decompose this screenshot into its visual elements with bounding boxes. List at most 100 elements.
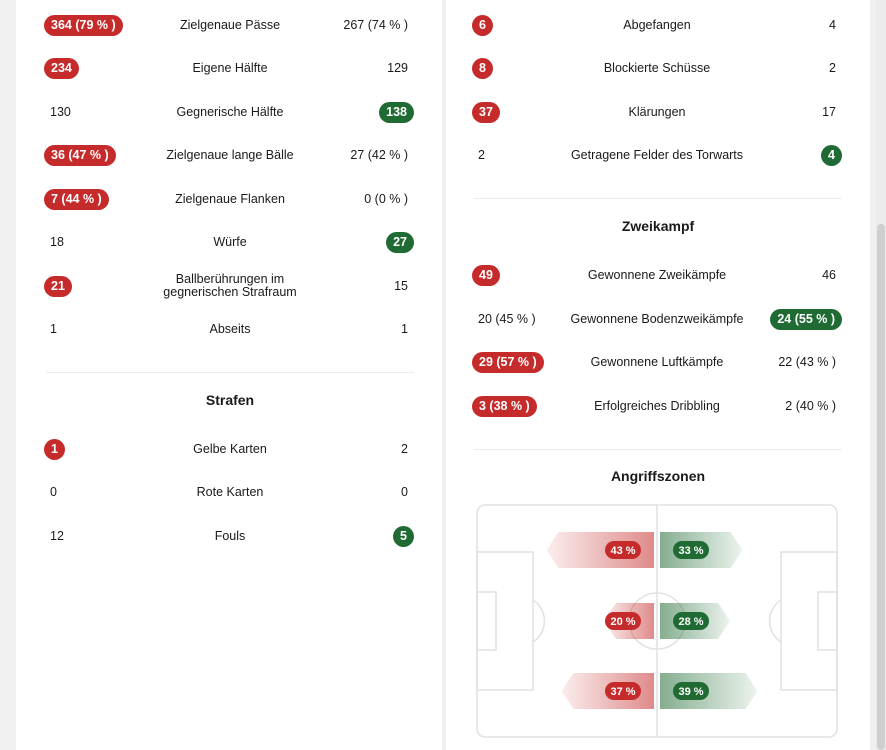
away-zone-label: 39 % bbox=[678, 686, 703, 698]
home-value: 1 bbox=[50, 322, 57, 336]
stat-label: Getragene Felder des Torwarts bbox=[570, 147, 744, 162]
home-value: 1 bbox=[44, 438, 65, 460]
stat-row: 37 Klärungen 17 bbox=[0, 97, 886, 127]
away-zone-label: 33 % bbox=[678, 545, 703, 557]
zweikampf-title: Zweikampf bbox=[621, 218, 695, 234]
home-value: 49 bbox=[472, 264, 500, 286]
scrollbar-thumb[interactable] bbox=[877, 224, 885, 750]
away-zone-label-badge bbox=[673, 682, 709, 700]
stat-row: 18 Würfe 27 bbox=[0, 227, 886, 257]
home-value: 37 bbox=[472, 101, 500, 123]
stat-label: Rote Karten bbox=[196, 484, 264, 499]
stat-row: 1 Gelbe Karten 2 bbox=[0, 434, 886, 464]
stat-label: Gelbe Karten bbox=[193, 441, 267, 456]
away-value: 27 (42 % ) bbox=[350, 148, 408, 162]
home-value: 3 (38 % ) bbox=[472, 395, 537, 417]
away-value: 17 bbox=[822, 105, 836, 119]
stat-label-line1: Ballberührungen im bbox=[175, 272, 285, 286]
home-value: 18 bbox=[50, 235, 64, 249]
attack-zones-pitch: 43 % 33 % 20 % 28 % 37 % 39 % bbox=[476, 504, 838, 738]
away-value: 22 (43 % ) bbox=[778, 355, 836, 369]
away-zone-label: 28 % bbox=[678, 616, 703, 628]
stat-row: 234 Eigene Hälfte 129 bbox=[0, 53, 886, 83]
away-zone-label-badge bbox=[673, 612, 709, 630]
away-value: 138 bbox=[379, 101, 414, 123]
away-value: 46 bbox=[822, 268, 836, 282]
stat-label: Fouls bbox=[214, 528, 246, 543]
home-value: 12 bbox=[50, 529, 64, 543]
home-value: 20 (45 % ) bbox=[478, 312, 536, 326]
right-stats-panel bbox=[446, 0, 870, 750]
away-value: 4 bbox=[829, 18, 836, 32]
away-value: 2 (40 % ) bbox=[785, 399, 836, 413]
home-value: 21 bbox=[44, 275, 72, 297]
away-value: 129 bbox=[387, 61, 408, 75]
away-value: 1 bbox=[401, 322, 408, 336]
stat-row: 130 Gegnerische Hälfte 138 bbox=[0, 97, 886, 127]
stat-row: 29 (57 % ) Gewonnene Luftkämpfe 22 (43 %… bbox=[0, 347, 886, 377]
home-value: 8 bbox=[472, 57, 493, 79]
home-value: 364 (79 % ) bbox=[44, 14, 123, 36]
home-zone-label-badge bbox=[605, 612, 641, 630]
scrollbar-track[interactable] bbox=[876, 0, 886, 750]
strafen-title: Strafen bbox=[205, 392, 255, 408]
stat-row: 20 (45 % ) Gewonnene Bodenzweikämpfe 24 … bbox=[0, 304, 886, 334]
home-value: 36 (47 % ) bbox=[44, 144, 116, 166]
stat-row: 2 Getragene Felder des Torwarts 4 bbox=[0, 140, 886, 170]
stat-row: 1 Abseits 1 bbox=[0, 314, 886, 344]
stat-label: Zielgenaue lange Bälle bbox=[166, 147, 294, 162]
stat-label: Eigene Hälfte bbox=[192, 60, 268, 75]
stat-row: 12 Fouls 5 bbox=[0, 521, 886, 551]
stat-row: 49 Gewonnene Zweikämpfe 46 bbox=[0, 260, 886, 290]
away-value: 5 bbox=[393, 525, 414, 547]
home-value: 0 bbox=[50, 485, 57, 499]
angriffszonen-title: Angriffszonen bbox=[610, 468, 706, 484]
stat-label: Abgefangen bbox=[623, 17, 691, 32]
section-divider bbox=[474, 449, 842, 450]
stat-label-line2: gegnerischen Strafraum bbox=[163, 285, 297, 299]
home-value: 7 (44 % ) bbox=[44, 188, 109, 210]
stat-row: 8 Blockierte Schüsse 2 bbox=[0, 53, 886, 83]
home-value: 234 bbox=[44, 57, 79, 79]
away-value: 267 (74 % ) bbox=[343, 18, 408, 32]
stat-row: 3 (38 % ) Erfolgreiches Dribbling 2 (40 … bbox=[0, 391, 886, 421]
stat-row: 7 (44 % ) Zielgenaue Flanken 0 (0 % ) bbox=[0, 184, 886, 214]
away-zone-label-badge bbox=[673, 541, 709, 559]
home-value: 6 bbox=[472, 14, 493, 36]
stat-label: Zielgenaue Flanken bbox=[175, 191, 285, 206]
away-value: 2 bbox=[401, 442, 408, 456]
stat-label: Gewonnene Bodenzweikämpfe bbox=[570, 311, 744, 326]
home-zone-label: 20 % bbox=[610, 616, 635, 628]
stat-row: 0 Rote Karten 0 bbox=[0, 477, 886, 507]
left-stats-panel bbox=[16, 0, 442, 750]
away-value: 24 (55 % ) bbox=[770, 308, 842, 330]
stat-label: Klärungen bbox=[628, 104, 686, 119]
home-zone-label: 37 % bbox=[610, 686, 635, 698]
stat-label: Gewonnene Luftkämpfe bbox=[590, 354, 724, 369]
section-divider bbox=[474, 198, 842, 199]
home-zone-label-badge bbox=[605, 541, 641, 559]
section-divider bbox=[46, 372, 414, 373]
attack-zones: 43 % 33 % 20 % 28 % 37 % 39 % bbox=[546, 532, 758, 709]
stat-row: 6 Abgefangen 4 bbox=[0, 10, 886, 40]
away-value: 0 bbox=[401, 485, 408, 499]
stat-row: 21 Ballberührungen im gegnerischen Strafr… bbox=[0, 271, 886, 301]
home-value: 2 bbox=[478, 148, 485, 162]
stat-label: Würfe bbox=[213, 234, 247, 249]
stat-row: 364 (79 % ) Zielgenaue Pässe 267 (74 % ) bbox=[0, 10, 886, 40]
stat-label: Erfolgreiches Dribbling bbox=[594, 398, 720, 413]
away-value: 0 (0 % ) bbox=[364, 192, 408, 206]
stat-row: 36 (47 % ) Zielgenaue lange Bälle 27 (42… bbox=[0, 140, 886, 170]
away-value: 15 bbox=[394, 279, 408, 293]
home-value: 29 (57 % ) bbox=[472, 351, 544, 373]
pitch-lines bbox=[476, 504, 838, 738]
stat-label: Blockierte Schüsse bbox=[603, 60, 711, 75]
home-zone-label-badge bbox=[605, 682, 641, 700]
stat-label: Gewonnene Zweikämpfe bbox=[587, 267, 727, 282]
home-zone-label: 43 % bbox=[610, 545, 635, 557]
stat-label: Zielgenaue Pässe bbox=[179, 17, 281, 32]
home-value: 130 bbox=[50, 105, 71, 119]
away-value: 27 bbox=[386, 231, 414, 253]
away-value: 4 bbox=[821, 144, 842, 166]
away-value: 2 bbox=[829, 61, 836, 75]
